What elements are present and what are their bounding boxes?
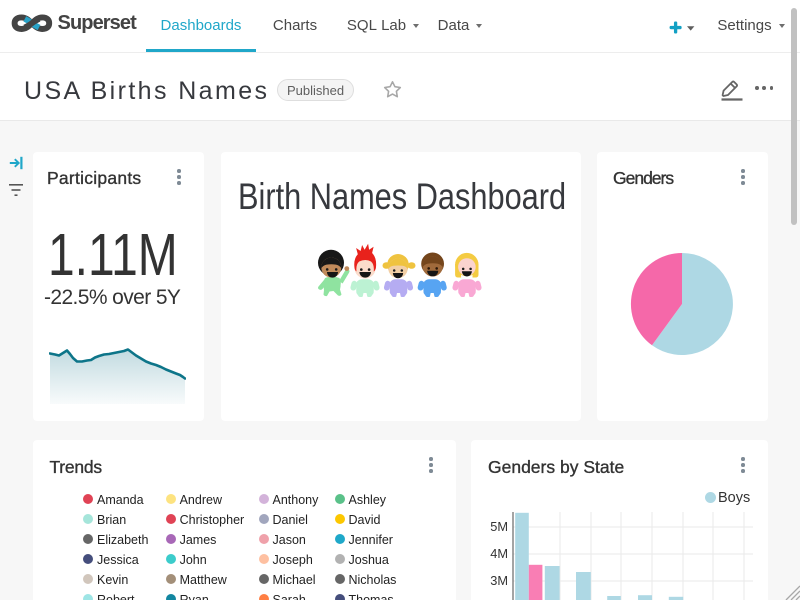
svg-text:4M: 4M (490, 546, 508, 561)
svg-text:3M: 3M (490, 573, 508, 588)
svg-text:5M: 5M (490, 519, 508, 534)
svg-text:Boys: Boys (718, 490, 750, 506)
